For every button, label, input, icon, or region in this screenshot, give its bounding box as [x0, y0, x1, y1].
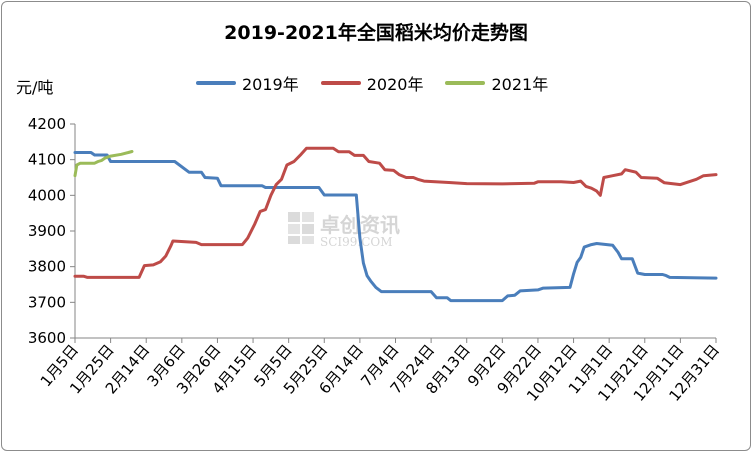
y-tick-label: 4100 — [28, 151, 66, 169]
watermark-block-2 — [302, 212, 314, 222]
watermark-block-1 — [288, 212, 300, 222]
y-tick-label: 3800 — [28, 258, 66, 276]
legend-label-2019: 2019年 — [242, 75, 299, 94]
series-line-2019年 — [73, 151, 718, 303]
legend-item-2020: 2020年 — [320, 71, 424, 95]
legend-swatch-2019 — [196, 81, 236, 85]
y-tick-label: 4200 — [28, 115, 66, 133]
series-line-2021年 — [73, 150, 134, 178]
legend-swatch-2021 — [445, 81, 486, 85]
watermark-block-4 — [302, 224, 314, 234]
legend-item-2019: 2019年 — [196, 71, 299, 95]
legend-label-2020: 2020年 — [366, 75, 424, 94]
series-line-2020年 — [73, 146, 718, 279]
watermark-block-5 — [288, 236, 300, 244]
y-tick-label: 4000 — [28, 186, 66, 204]
watermark-block-3 — [288, 224, 300, 234]
chart-title: 2019-2021年全国稻米均价走势图 — [224, 22, 528, 44]
legend-label-2021: 2021年 — [491, 75, 549, 94]
legend-swatch-2020 — [320, 81, 361, 85]
legend-item-2021: 2021年 — [445, 71, 548, 95]
y-axis-unit-label: 元/吨 — [16, 78, 54, 97]
watermark-logo: 卓创资讯 SCI99.COM — [288, 212, 400, 249]
y-tick-label: 3700 — [28, 293, 66, 311]
y-tick-label: 3900 — [28, 222, 66, 240]
watermark-subtext: SCI99.COM — [320, 235, 393, 249]
watermark-block-6 — [302, 236, 314, 244]
chart-legend: 2019年 2020年 2021年 — [196, 72, 548, 94]
y-tick-label: 3600 — [28, 329, 66, 347]
